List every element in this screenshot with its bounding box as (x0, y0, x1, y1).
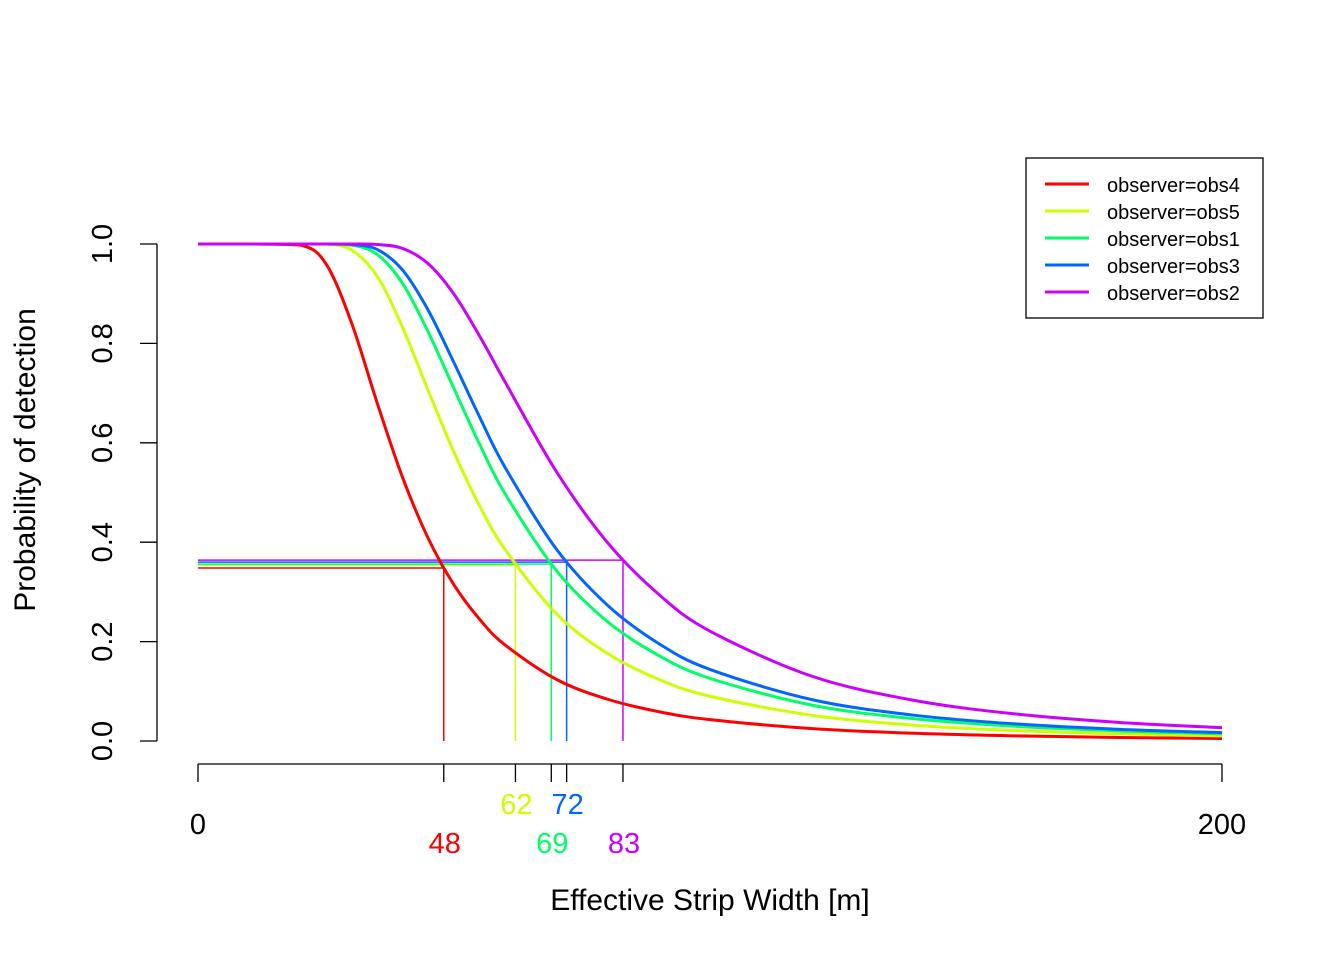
y-axis-label: Probability of detection (9, 308, 42, 612)
legend-entry: observer=obs3 (1107, 256, 1240, 278)
y-tick-label: 0.4 (87, 522, 119, 562)
series-line-obs4 (198, 242, 1223, 740)
esw-label: 48 (429, 828, 461, 860)
x-tick-label: 0 (190, 809, 206, 841)
y-axis: 0.0 0.2 0.4 0.6 0.8 1.0 (87, 224, 158, 761)
y-tick-label: 0.8 (87, 323, 119, 363)
x-axis-label: Effective Strip Width [m] (550, 884, 870, 917)
y-tick-label: 0.2 (87, 621, 119, 661)
legend: observer=obs4 observer=obs5 observer=obs1 o… (1025, 157, 1264, 319)
detection-curves (198, 242, 1223, 740)
esw-label: 62 (500, 789, 532, 821)
series-line-obs2 (198, 242, 1223, 730)
legend-entry: observer=obs4 (1107, 175, 1240, 197)
esw-label: 83 (608, 828, 640, 860)
legend-entry: observer=obs5 (1107, 202, 1240, 224)
x-tick-label: 200 (1198, 809, 1246, 841)
esw-label: 69 (536, 828, 568, 860)
y-tick-label: 0.0 (87, 721, 119, 761)
esw-markers (198, 559, 624, 741)
y-tick-label: 1.0 (87, 224, 119, 264)
y-tick-label: 0.6 (87, 423, 119, 463)
legend-entry: observer=obs2 (1107, 283, 1240, 305)
esw-label: 72 (552, 789, 584, 821)
legend-entry: observer=obs1 (1107, 229, 1240, 251)
